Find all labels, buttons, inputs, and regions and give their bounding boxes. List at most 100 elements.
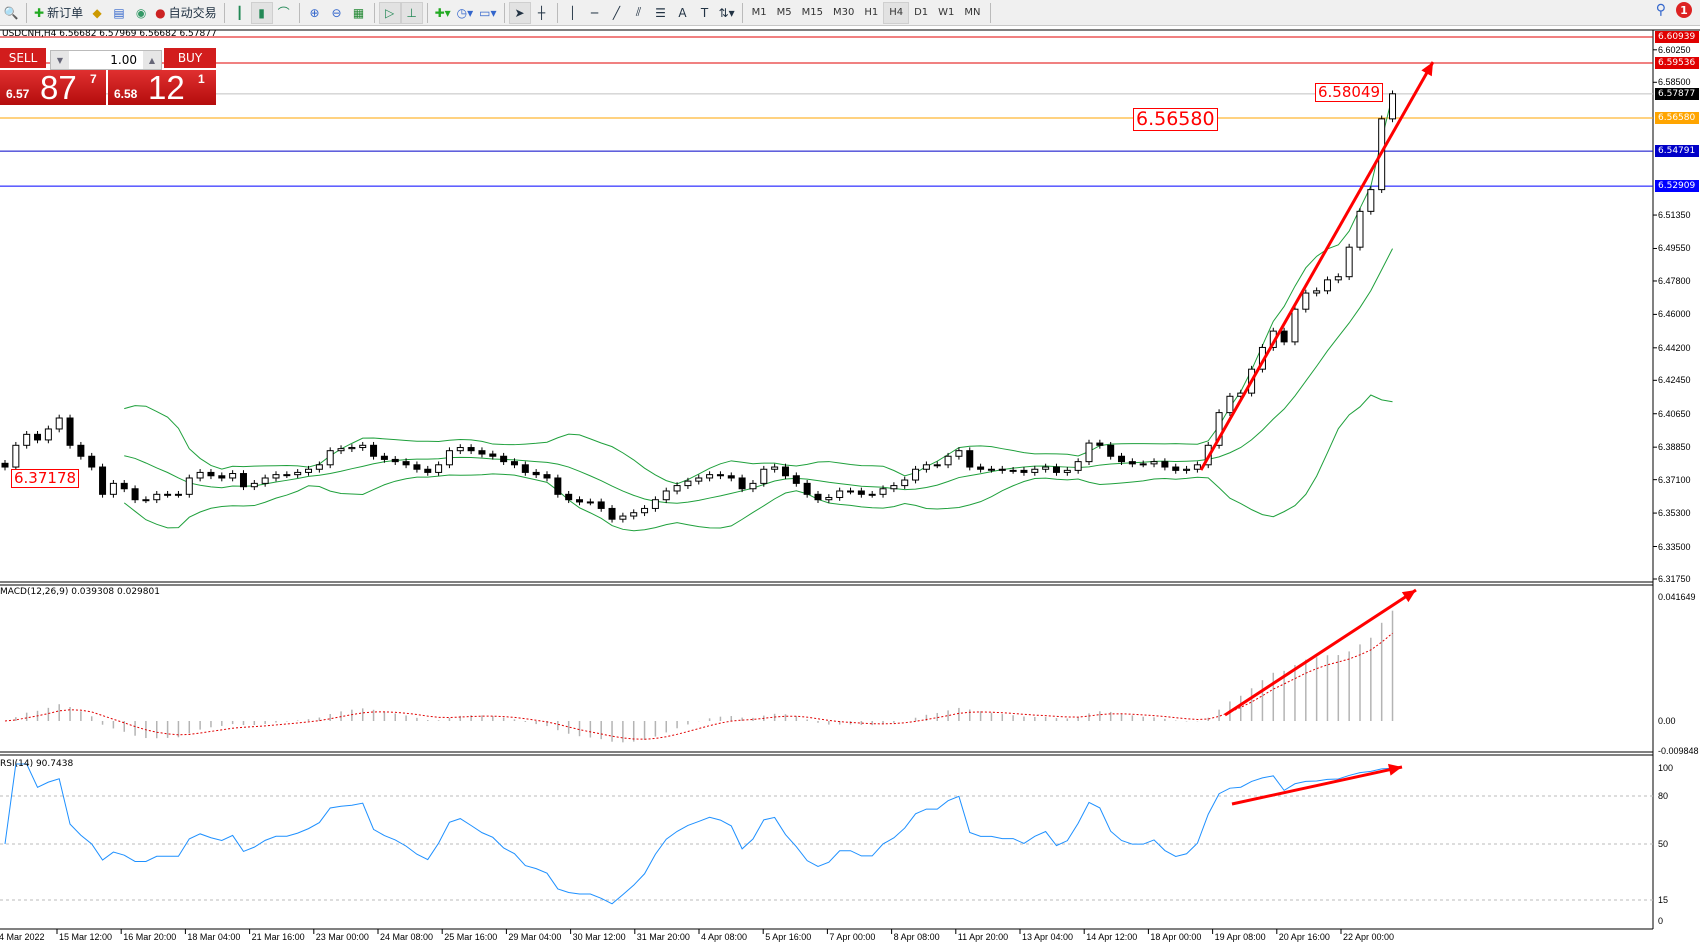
- price-tick-label: 6.58500: [1658, 77, 1691, 88]
- candlestick-chart-icon[interactable]: ▮: [250, 1, 273, 24]
- experts-icon[interactable]: ◆: [92, 5, 102, 20]
- time-axis-label: 5 Apr 16:00: [765, 932, 812, 942]
- price-tick-label: 6.51350: [1658, 210, 1691, 221]
- candle-body: [500, 455, 508, 463]
- timeframe-m15[interactable]: M15: [801, 7, 823, 18]
- zoom-in-icon[interactable]: ⊕: [309, 5, 320, 20]
- price-label-low[interactable]: 6.37178: [11, 469, 80, 488]
- zoom-out-icon[interactable]: ⊖: [331, 5, 342, 20]
- fibonacci-icon[interactable]: ☰: [655, 5, 666, 20]
- bollinger-middle: [124, 248, 1393, 504]
- candle-body: [174, 493, 182, 496]
- candle-body: [1313, 290, 1321, 294]
- candle-body: [803, 482, 811, 495]
- timeframe-h1[interactable]: H1: [864, 7, 879, 18]
- candle-body: [565, 493, 573, 501]
- divider: [426, 2, 428, 23]
- buy-button[interactable]: BUY: [164, 48, 216, 68]
- candle-body: [424, 468, 432, 473]
- templates-icon[interactable]: ▭▾: [479, 5, 497, 20]
- candle-body: [370, 444, 378, 457]
- candle-body: [1215, 412, 1223, 446]
- candle-body: [337, 448, 345, 452]
- timeframe-h4[interactable]: H4: [883, 1, 910, 24]
- search-icon[interactable]: ⚲: [1655, 2, 1666, 18]
- price-label-high[interactable]: 6.58049: [1315, 83, 1384, 102]
- line-chart-icon[interactable]: ⌒: [277, 6, 290, 20]
- candle-body: [662, 490, 670, 501]
- time-axis-label: 24 Mar 08:00: [380, 932, 434, 942]
- timeframe-d1[interactable]: D1: [914, 7, 929, 18]
- candle-body: [1074, 461, 1082, 471]
- bollinger-upper: [124, 95, 1394, 485]
- text-icon[interactable]: A: [678, 5, 687, 20]
- horizontal-line-icon[interactable]: ─: [590, 5, 599, 20]
- periods-icon[interactable]: ◷▾: [456, 5, 474, 20]
- buy-price[interactable]: 6.58 12 1: [108, 70, 216, 105]
- trendline-icon[interactable]: ╱: [612, 5, 621, 20]
- auto-scroll-icon[interactable]: ▷: [378, 1, 401, 24]
- channel-icon[interactable]: ⫽: [635, 5, 642, 19]
- signals-icon[interactable]: ◉: [135, 5, 147, 20]
- price-label-mid[interactable]: 6.56580: [1133, 108, 1218, 131]
- buy-price-pips: 12: [148, 70, 185, 105]
- candle-body: [1302, 292, 1310, 310]
- timeframe-m30[interactable]: M30: [832, 7, 855, 18]
- candle-body: [1291, 308, 1299, 343]
- candle-body: [380, 455, 388, 460]
- indicators-icon[interactable]: ✚▾: [434, 5, 451, 20]
- candle-body: [651, 499, 659, 509]
- market-watch-icon[interactable]: ▤: [113, 5, 125, 20]
- candle-body: [272, 474, 280, 479]
- lot-size-input[interactable]: ▼ 1.00 ▲: [50, 50, 162, 70]
- new-order-label: 新订单: [47, 6, 84, 20]
- zoom-icon[interactable]: 🔍: [3, 5, 19, 20]
- candle-body: [218, 475, 226, 479]
- candle-body: [1139, 463, 1147, 466]
- time-axis-label: 25 Mar 16:00: [444, 932, 498, 942]
- notification-badge[interactable]: 1: [1676, 2, 1692, 18]
- tile-windows-icon[interactable]: ▦: [352, 5, 365, 20]
- price-tick-label: 6.37100: [1658, 474, 1691, 485]
- candle-body: [229, 473, 237, 479]
- new-order-button[interactable]: ✚ 新订单: [31, 2, 86, 24]
- toolbar: 🔍 ✚ 新订单 ◆ ▤ ◉ ● 自动交易 ┃ ▮ ⌒ ⊕ ⊖ ▦ ▷ ⊥ ✚▾ ◷▾…: [0, 0, 1700, 26]
- rsi-axis-label: 100: [1658, 763, 1674, 773]
- timeframe-m1[interactable]: M1: [751, 7, 767, 18]
- lot-decrease-icon[interactable]: ▼: [51, 51, 69, 69]
- buy-price-fraction: 1: [198, 72, 205, 86]
- lot-increase-icon[interactable]: ▲: [143, 51, 161, 69]
- candle-body: [435, 464, 443, 473]
- sell-button[interactable]: SELL: [0, 48, 46, 68]
- time-axis-label: 13 Apr 04:00: [1022, 932, 1074, 942]
- candle-body: [1345, 246, 1353, 278]
- timeframe-w1[interactable]: W1: [938, 7, 955, 18]
- divider: [373, 2, 375, 23]
- candle-body: [825, 496, 833, 501]
- crosshair-icon[interactable]: ┼: [537, 5, 546, 20]
- text-label-icon[interactable]: T: [700, 5, 709, 20]
- candle-body: [543, 474, 551, 479]
- chart-shift-icon[interactable]: ⊥: [400, 1, 423, 24]
- sell-price-pips: 87: [40, 70, 77, 105]
- candle-body: [456, 447, 464, 452]
- candle-body: [326, 450, 334, 466]
- candle-body: [814, 493, 822, 501]
- candle-body: [1128, 461, 1136, 465]
- time-axis-label: 18 Apr 00:00: [1150, 932, 1202, 942]
- candle-body: [1323, 279, 1331, 292]
- timeframe-mn[interactable]: MN: [964, 7, 981, 18]
- time-axis-label: 21 Mar 16:00: [251, 932, 305, 942]
- new-order-icon: ✚: [34, 5, 45, 20]
- candle-body: [348, 447, 356, 450]
- vertical-line-icon[interactable]: │: [568, 5, 577, 20]
- timeframe-m5[interactable]: M5: [776, 7, 792, 18]
- cursor-icon[interactable]: ➤: [508, 1, 531, 24]
- bar-chart-icon[interactable]: ┃: [235, 5, 244, 20]
- candle-body: [142, 499, 150, 502]
- arrows-icon[interactable]: ⇅▾: [718, 5, 735, 20]
- auto-trading-button[interactable]: ● 自动交易: [152, 2, 220, 24]
- sell-price[interactable]: 6.57 87 7: [0, 70, 106, 105]
- candle-body: [879, 488, 887, 495]
